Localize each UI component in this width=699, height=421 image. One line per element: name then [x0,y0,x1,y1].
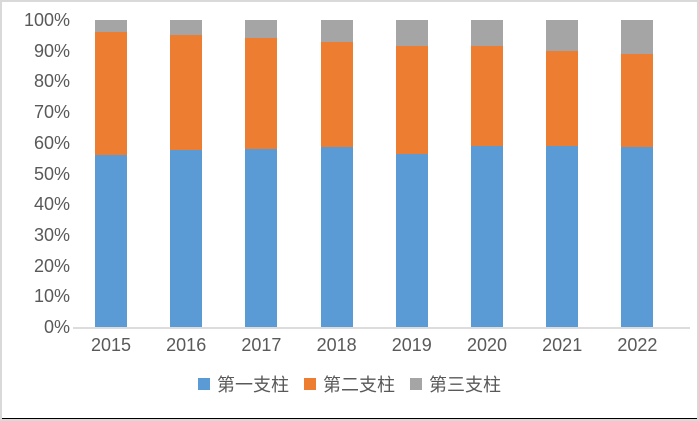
bar-2016 [170,20,203,327]
y-axis-tick-label: 80% [33,71,70,92]
bar-segment [245,148,278,327]
legend-label: 第一支柱 [217,375,289,395]
bar-segment [546,145,579,327]
bar-segment [95,32,127,156]
bar-segment [621,20,654,54]
legend: 第一支柱 第二支柱 第三支柱 [2,371,697,397]
bar-2018 [320,20,353,327]
bar-2022 [621,20,654,327]
bar-segment [245,20,278,39]
y-axis-tick-label: 30% [33,224,70,245]
bar-2019 [395,20,428,327]
legend-swatch-icon [198,378,210,390]
bar-segment [471,20,503,47]
bar-segment [395,46,428,154]
legend-label: 第二支柱 [323,375,395,395]
bar-segment [395,20,428,47]
bar-segment [320,41,353,148]
x-axis-tick-label: 2017 [241,335,282,355]
legend-swatch-icon [304,378,316,390]
legend-swatch-icon [410,378,422,390]
y-axis-tick-label: 100% [23,10,70,30]
bar-segment [546,50,579,146]
bar-segment [245,38,278,149]
bar-segment [395,153,428,327]
y-axis-tick-label: 0% [43,317,70,337]
bar-segment [95,155,127,327]
x-axis-tick-label: 2018 [316,335,357,355]
y-axis-tick-label: 70% [33,102,70,123]
y-axis-tick-label: 90% [33,40,70,61]
x-axis-tick-label: 2021 [542,335,583,355]
y-axis-tick-label: 60% [33,132,70,153]
bar-segment [170,35,203,151]
legend-item: 第三支柱 [410,371,501,397]
bar-segment [471,145,503,327]
bottom-black-strip [2,418,697,419]
bar-segment [170,20,203,36]
y-axis-tick-label: 20% [33,255,70,276]
bar-2017 [245,20,278,327]
bar-segment [320,20,353,42]
bar-segment [170,150,203,327]
y-axis-tick-label: 10% [33,286,70,307]
bar-2021 [546,20,579,327]
y-axis-tick-label: 40% [33,194,70,215]
y-axis-tick-label: 50% [33,163,70,184]
bar-segment [320,147,353,327]
legend-label: 第三支柱 [429,375,501,395]
bar-segment [95,20,127,33]
legend-item: 第一支柱 [198,371,289,397]
x-axis-tick-label: 2019 [391,335,432,355]
x-axis-tick-label: 2016 [166,335,207,355]
x-axis-tick-label: 2020 [466,335,508,355]
bar-2020 [471,20,503,327]
bar-segment [621,147,654,327]
bar-segment [546,20,579,51]
x-axis-tick-label: 2022 [617,335,658,355]
legend-item: 第二支柱 [304,371,395,397]
bar-segment [471,46,503,146]
bar-2015 [95,20,127,327]
x-axis-line [73,327,690,329]
bar-segment [621,53,654,148]
x-axis-tick-label: 2015 [90,335,132,355]
